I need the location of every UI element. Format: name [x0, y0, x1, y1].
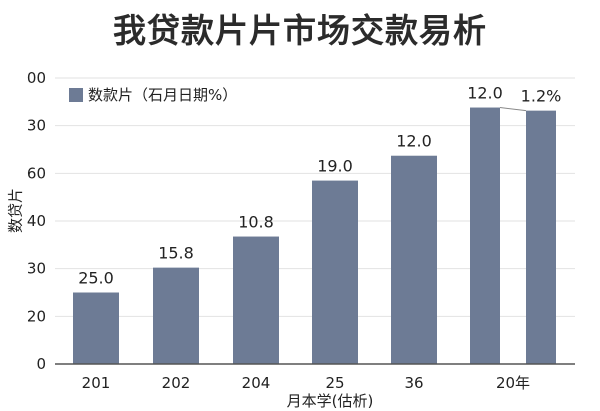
data-label: 12.0 — [467, 84, 503, 103]
data-label: 25.0 — [78, 269, 114, 288]
y-tick-label: 20 — [27, 307, 46, 325]
y-tick-labels: 0 20 30 40 60 30 00 — [27, 69, 46, 373]
bar-series — [73, 107, 556, 365]
y-tick-label: 40 — [27, 212, 46, 230]
data-labels: 25.0 15.8 10.8 19.0 12.0 12.0 1.2% — [78, 84, 561, 288]
bar-chart: 25.0 15.8 10.8 19.0 12.0 12.0 1.2% 0 20 30 40 60 30… — [27, 69, 575, 392]
legend-swatch — [69, 88, 83, 102]
x-tick-label: 201 — [82, 374, 111, 392]
data-label: 15.8 — [158, 244, 194, 263]
y-tick-label: 60 — [27, 164, 46, 182]
bar — [312, 180, 358, 364]
connector-line — [499, 107, 527, 112]
legend-label: 数款片（石月日期%） — [88, 86, 237, 104]
x-tick-label: 20年 — [496, 374, 530, 392]
bar — [153, 267, 199, 364]
x-tick-label: 25 — [325, 374, 344, 392]
bar — [73, 292, 119, 364]
x-tick-label: 36 — [404, 374, 423, 392]
bar — [233, 236, 279, 364]
y-tick-label: 30 — [27, 117, 46, 135]
legend: 数款片（石月日期%） — [69, 86, 237, 104]
x-tick-label: 204 — [242, 374, 271, 392]
data-label: 1.2% — [521, 87, 562, 106]
y-tick-label: 30 — [27, 260, 46, 278]
y-tick-label: 00 — [27, 69, 46, 87]
chart-title: 我贷款片片市场交款易析 — [113, 11, 487, 50]
x-tick-label: 202 — [162, 374, 191, 392]
y-tick-label: 0 — [36, 355, 46, 373]
bar — [391, 155, 437, 364]
data-label: 19.0 — [317, 157, 353, 176]
x-tick-labels: 201 202 204 25 36 20年 — [82, 374, 530, 392]
bar — [470, 107, 500, 365]
data-label: 10.8 — [238, 213, 274, 232]
data-label: 12.0 — [396, 132, 432, 151]
bar — [526, 110, 556, 365]
